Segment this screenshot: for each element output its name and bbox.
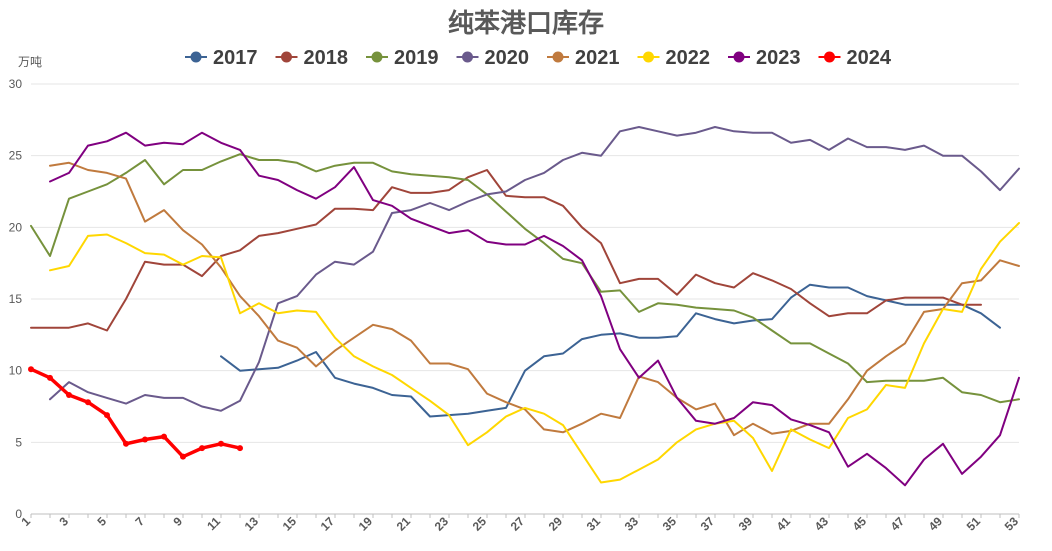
- x-tick-label: 45: [850, 514, 870, 534]
- legend-label: 2019: [394, 47, 439, 69]
- x-tick-label: 37: [698, 514, 718, 534]
- x-tick-label: 25: [470, 514, 490, 534]
- legend-marker: [643, 51, 654, 63]
- legend-marker: [190, 51, 202, 63]
- data-point-2024: [142, 436, 148, 443]
- y-tick-label: 15: [9, 292, 23, 306]
- y-tick-label: 0: [15, 507, 22, 521]
- legend-label: 2020: [485, 47, 530, 69]
- data-point-2024: [28, 366, 34, 373]
- series-line-2017: [220, 283, 1001, 418]
- chart-title: 纯苯港口库存: [448, 8, 604, 39]
- y-tick-label: 30: [9, 77, 23, 91]
- legend-marker: [733, 51, 745, 63]
- x-tick-label: 51: [964, 514, 984, 534]
- y-tick-label: 20: [9, 220, 23, 234]
- chart-legend: 2017 2018 2019 2020 2021 2022 2023 2024: [185, 47, 892, 69]
- x-tick-label: 15: [280, 514, 300, 534]
- data-point-2024: [218, 440, 224, 447]
- legend-item-2022[interactable]: 2022: [637, 47, 711, 69]
- x-tick-label: 23: [432, 514, 452, 534]
- data-point-2024: [161, 433, 167, 440]
- x-tick-label: 19: [356, 514, 376, 534]
- x-tick-label: 21: [394, 514, 414, 534]
- legend-item-2021[interactable]: 2021: [547, 47, 620, 69]
- x-axis: 1 3 5 7 9 11 13 15 17 19 21 23 25 27 29 31 33 35 37 39 41 43 4…: [18, 513, 1022, 534]
- series-line-2018: [30, 169, 982, 332]
- y-axis-ticks: 0 5 10 15 20 25 30: [9, 77, 23, 521]
- series-line-2023: [49, 131, 1020, 487]
- x-tick-label: 47: [888, 514, 908, 534]
- x-tick-label: 29: [546, 514, 566, 534]
- series-line-2019: [30, 153, 1020, 404]
- legend-label: 2021: [575, 47, 620, 69]
- x-tick-label: 17: [318, 514, 338, 534]
- x-tick-label: 31: [584, 514, 604, 534]
- data-point-2024: [199, 445, 205, 452]
- legend-marker: [371, 51, 383, 63]
- legend-marker: [824, 51, 835, 63]
- data-point-2024: [47, 374, 53, 381]
- legend-label: 2024: [847, 47, 892, 69]
- y-tick-label: 25: [9, 149, 23, 163]
- chart-series: [28, 126, 1020, 487]
- data-point-2024: [237, 445, 243, 452]
- data-point-2024: [123, 440, 129, 447]
- legend-label: 2023: [756, 47, 801, 69]
- legend-marker: [552, 51, 564, 63]
- x-tick-label: 43: [812, 514, 832, 534]
- x-tick-label: 53: [1002, 514, 1022, 534]
- series-line-2022: [49, 222, 1020, 484]
- data-point-2024: [66, 392, 72, 399]
- legend-label: 2018: [304, 47, 349, 69]
- data-point-2024: [180, 453, 186, 460]
- x-tick-label: 11: [204, 514, 223, 533]
- legend-label: 2017: [213, 47, 258, 69]
- legend-item-2019[interactable]: 2019: [366, 47, 439, 69]
- x-tick-label: 49: [926, 514, 946, 534]
- legend-item-2020[interactable]: 2020: [456, 47, 530, 69]
- data-point-2024: [85, 399, 91, 406]
- legend-item-2018[interactable]: 2018: [275, 47, 349, 69]
- series-line-2024: [29, 367, 242, 459]
- series-line-2020: [49, 126, 1020, 412]
- y-tick-label: 5: [15, 435, 22, 449]
- legend-marker: [281, 51, 292, 63]
- x-tick-label: 33: [622, 514, 642, 534]
- legend-marker: [462, 51, 473, 63]
- x-tick-label: 41: [774, 514, 794, 534]
- legend-item-2024[interactable]: 2024: [818, 47, 892, 69]
- legend-item-2017[interactable]: 2017: [185, 47, 258, 69]
- x-tick-label: 39: [736, 514, 756, 534]
- x-tick-label: 35: [660, 514, 680, 534]
- x-tick-label: 13: [242, 514, 262, 534]
- y-tick-label: 10: [9, 364, 23, 378]
- legend-item-2023[interactable]: 2023: [728, 47, 801, 69]
- y-axis-unit-label: 万吨: [18, 55, 42, 69]
- x-tick-label: 27: [508, 514, 528, 534]
- data-point-2024: [104, 412, 110, 419]
- legend-label: 2022: [666, 47, 711, 69]
